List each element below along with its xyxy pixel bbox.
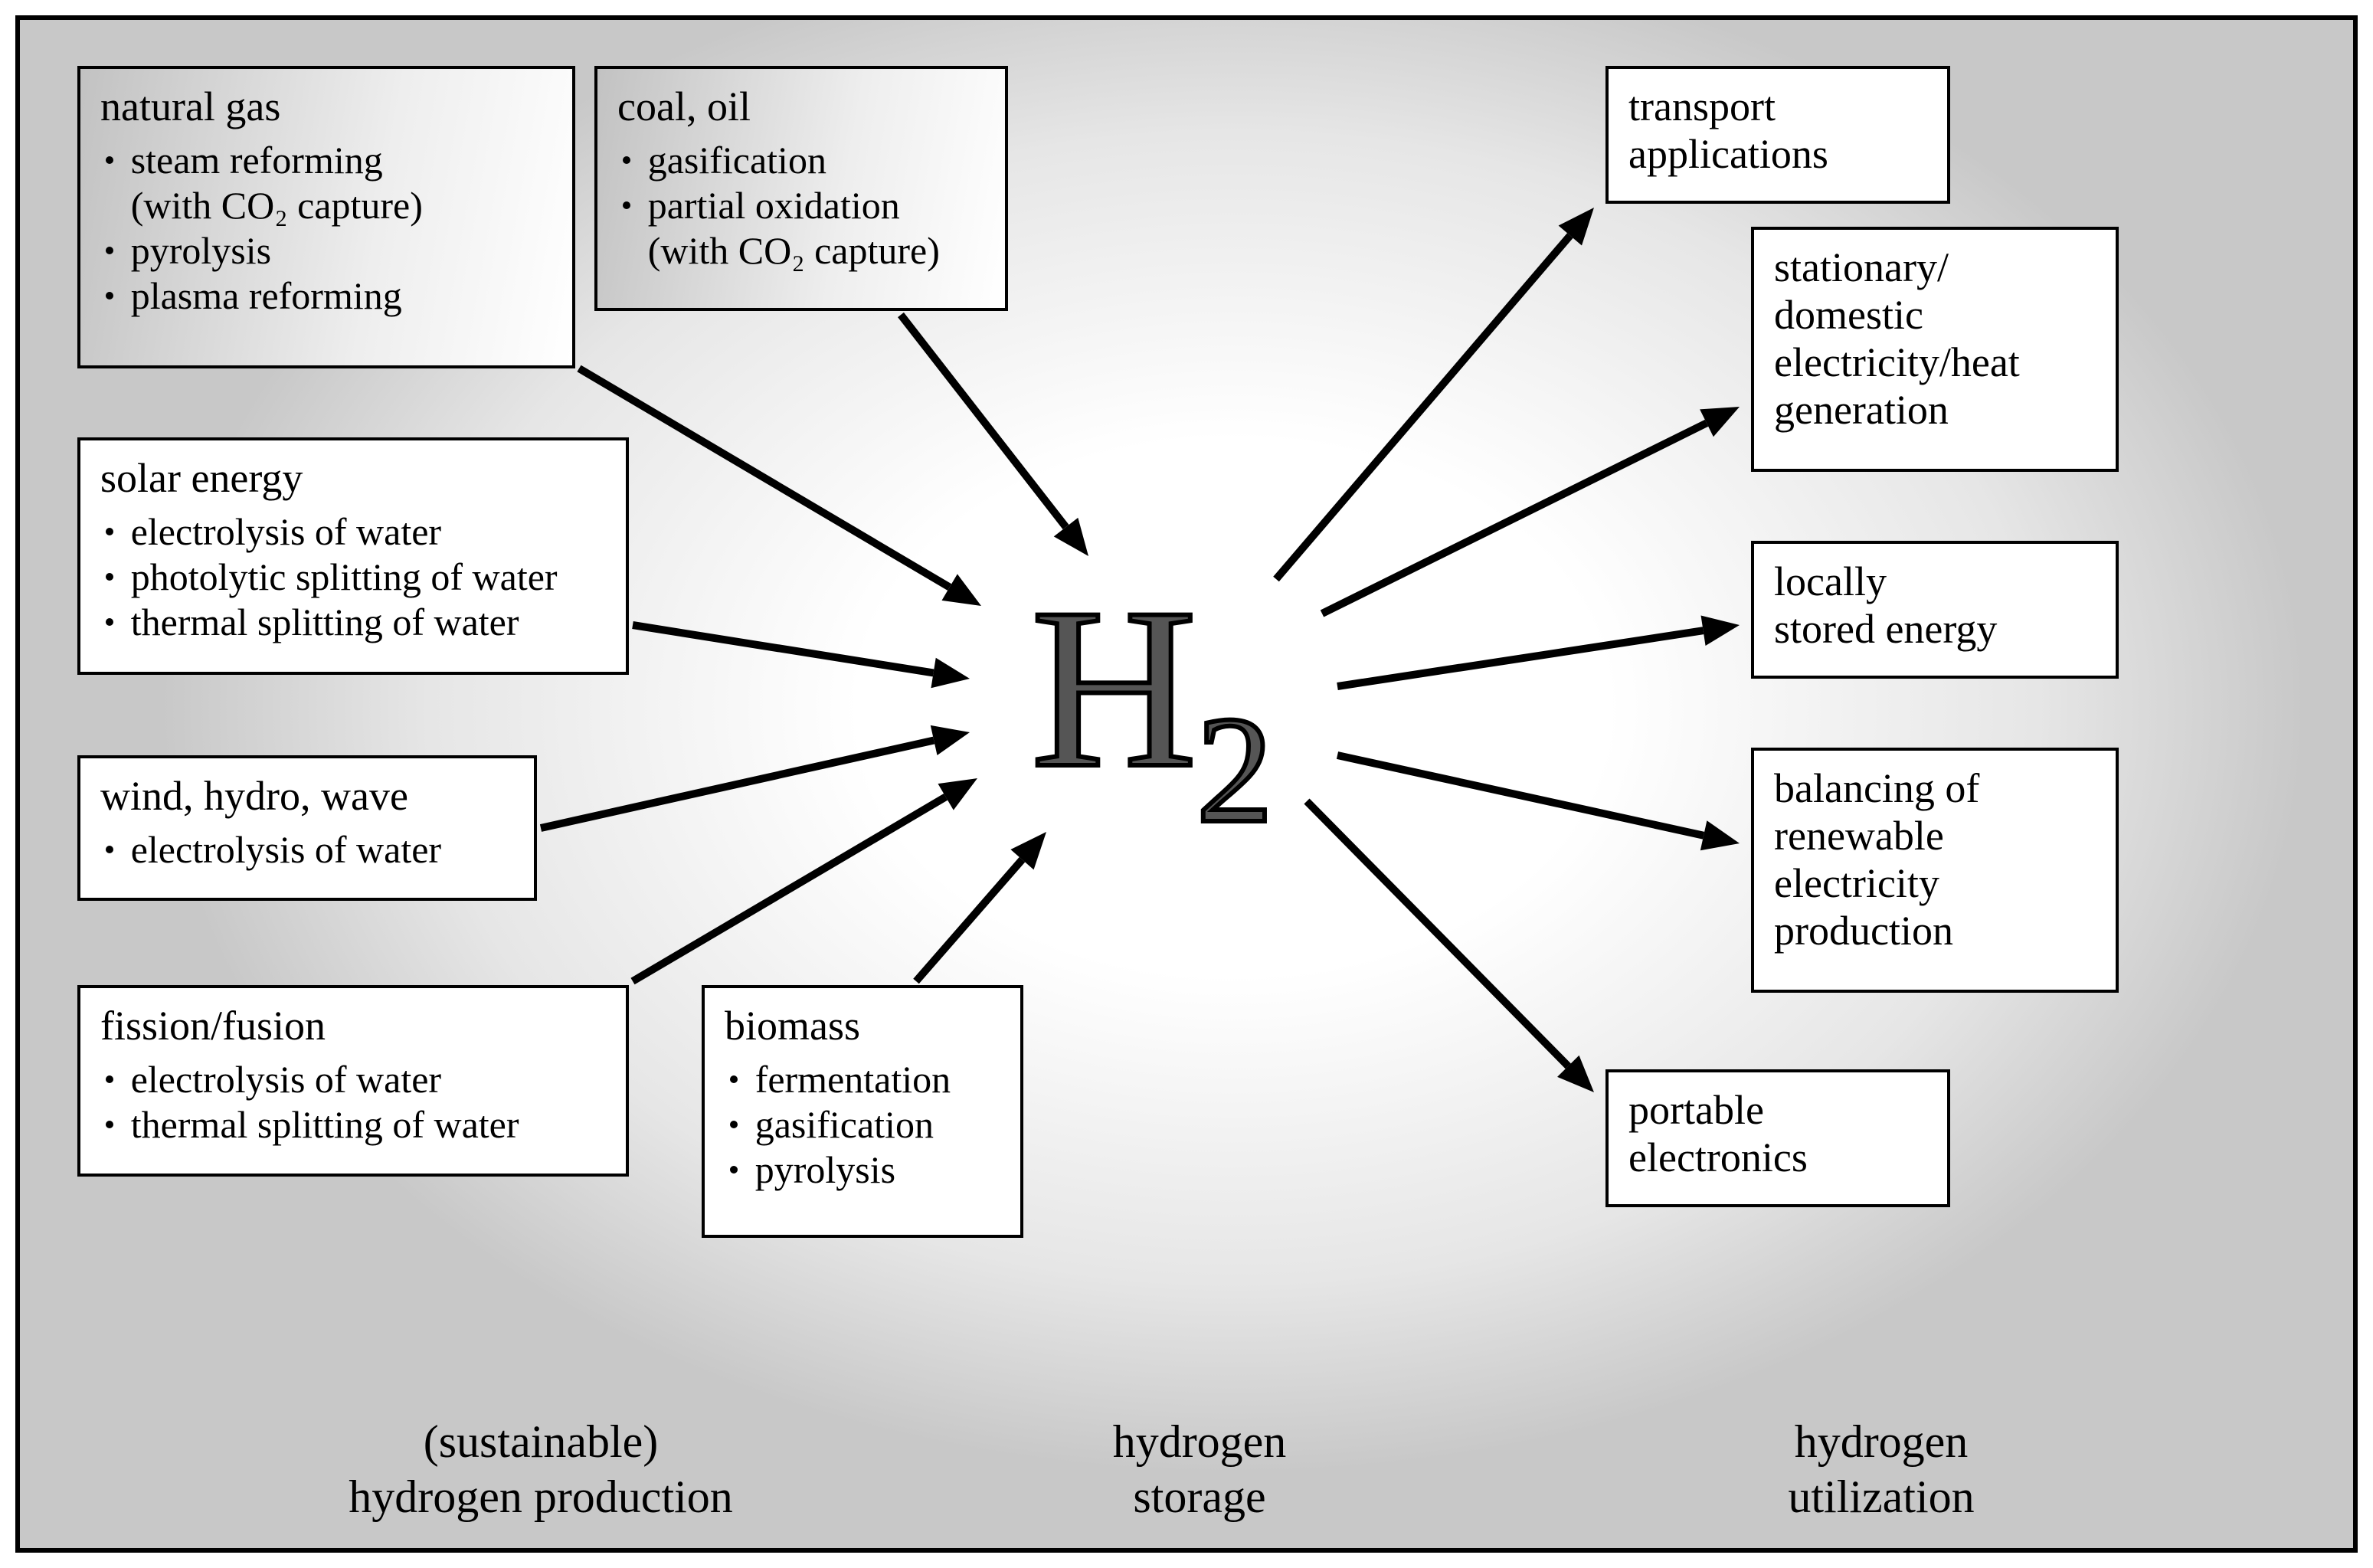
- node-coal_oil-item-0: gasification: [623, 138, 985, 183]
- node-biomass-item-1: gasification: [730, 1102, 1000, 1147]
- center-h2-2: 2: [1196, 683, 1273, 858]
- node-stored: locally stored energy: [1751, 541, 2119, 679]
- node-transport: transport applications: [1605, 66, 1950, 204]
- arrow-shaft-3: [541, 740, 934, 828]
- arrow-shaft-0: [579, 368, 950, 588]
- section-label-storage: hydrogen storage: [1008, 1414, 1391, 1524]
- node-natural_gas-item-2: plasma reforming: [106, 273, 552, 319]
- node-coal_oil: coal, oil gasificationpartial oxidation (…: [594, 66, 1008, 311]
- arrow-head-2: [931, 658, 970, 689]
- arrow-shaft-4: [633, 797, 946, 981]
- arrow-shaft-6: [1276, 235, 1570, 579]
- arrow-shaft-8: [1337, 630, 1704, 686]
- node-fission-title: fission/fusion: [100, 1002, 606, 1049]
- node-biomass-item-0: fermentation: [730, 1057, 1000, 1102]
- arrow-head-7: [1700, 407, 1740, 437]
- center-h2-H: H: [1031, 556, 1197, 820]
- node-balancing: balancing of renewable electricity produ…: [1751, 748, 2119, 993]
- node-natural_gas-items: steam reforming (with CO₂ capture)pyroly…: [100, 138, 552, 319]
- node-solar-item-1: photolytic splitting of water: [106, 555, 606, 600]
- diagram-frame: H 2 natural gas steam reforming (with CO₂…: [15, 15, 2358, 1553]
- section-label-production: (sustainable) hydrogen production: [273, 1414, 809, 1524]
- node-biomass-title: biomass: [725, 1002, 1000, 1049]
- arrow-shaft-1: [901, 315, 1066, 527]
- node-fission: fission/fusion electrolysis of watertherm…: [77, 985, 629, 1177]
- arrow-head-4: [938, 778, 977, 810]
- node-biomass: biomass fermentationgasificationpyrolysis: [702, 985, 1023, 1238]
- node-solar-item-0: electrolysis of water: [106, 509, 606, 555]
- section-label-utilization: hydrogen utilization: [1690, 1414, 2073, 1524]
- node-wind-items: electrolysis of water: [100, 827, 514, 872]
- diagram-canvas: H 2 natural gas steam reforming (with CO₂…: [0, 0, 2373, 1568]
- node-natural_gas-item-1: pyrolysis: [106, 228, 552, 273]
- node-solar: solar energy electrolysis of waterphotoly…: [77, 437, 629, 675]
- arrow-shaft-10: [1307, 801, 1568, 1066]
- node-portable-title: portable electronics: [1628, 1086, 1927, 1181]
- node-fission-item-1: thermal splitting of water: [106, 1102, 606, 1147]
- arrow-head-6: [1559, 208, 1594, 245]
- node-fission-item-0: electrolysis of water: [106, 1057, 606, 1102]
- node-natural_gas-title: natural gas: [100, 83, 552, 130]
- node-fission-items: electrolysis of waterthermal splitting o…: [100, 1057, 606, 1147]
- arrow-shaft-2: [633, 625, 934, 673]
- node-natural_gas: natural gas steam reforming (with CO₂ cap…: [77, 66, 575, 368]
- node-wind-title: wind, hydro, wave: [100, 772, 514, 820]
- node-portable: portable electronics: [1605, 1069, 1950, 1207]
- node-stationary-title: stationary/ domestic electricity/heat ge…: [1774, 244, 2096, 434]
- arrow-head-0: [941, 574, 981, 606]
- node-solar-item-2: thermal splitting of water: [106, 600, 606, 645]
- arrow-shaft-5: [916, 859, 1022, 981]
- node-transport-title: transport applications: [1628, 83, 1927, 178]
- arrow-shaft-7: [1322, 423, 1707, 614]
- node-natural_gas-item-0: steam reforming (with CO₂ capture): [106, 138, 552, 228]
- node-solar-items: electrolysis of waterphotolytic splittin…: [100, 509, 606, 645]
- arrow-shaft-9: [1337, 755, 1704, 836]
- node-stored-title: locally stored energy: [1774, 558, 2096, 653]
- arrow-head-3: [931, 725, 970, 755]
- arrow-head-10: [1557, 1056, 1594, 1092]
- node-solar-title: solar energy: [100, 454, 606, 502]
- arrow-head-1: [1054, 518, 1088, 556]
- node-coal_oil-title: coal, oil: [617, 83, 985, 130]
- node-balancing-title: balancing of renewable electricity produ…: [1774, 764, 2096, 954]
- node-biomass-item-2: pyrolysis: [730, 1147, 1000, 1193]
- node-wind: wind, hydro, wave electrolysis of water: [77, 755, 537, 901]
- node-wind-item-0: electrolysis of water: [106, 827, 514, 872]
- arrow-head-9: [1700, 820, 1740, 850]
- node-stationary: stationary/ domestic electricity/heat ge…: [1751, 227, 2119, 472]
- arrow-head-5: [1010, 832, 1046, 869]
- node-coal_oil-items: gasificationpartial oxidation (with CO₂ …: [617, 138, 985, 273]
- node-biomass-items: fermentationgasificationpyrolysis: [725, 1057, 1000, 1193]
- node-coal_oil-item-1: partial oxidation (with CO₂ capture): [623, 183, 985, 273]
- arrow-head-8: [1701, 615, 1740, 646]
